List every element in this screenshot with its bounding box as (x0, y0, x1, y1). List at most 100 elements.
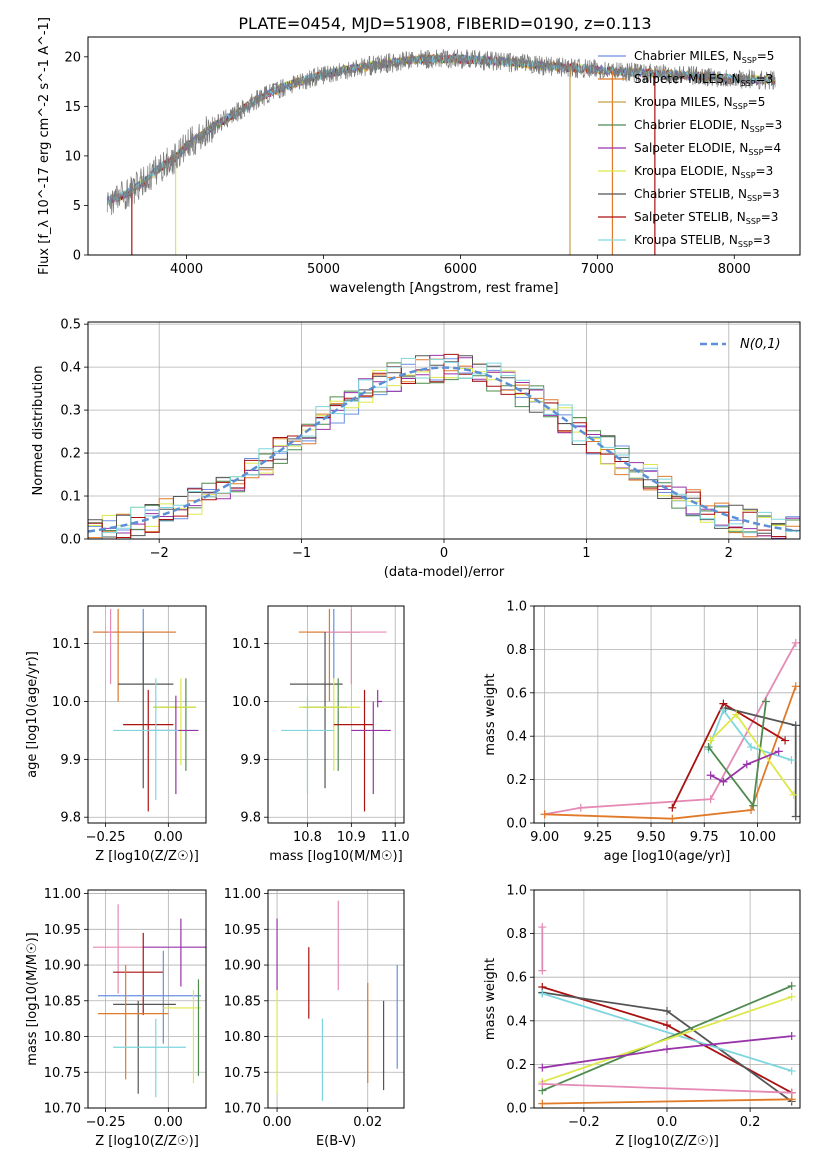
y-tick-label: 10.1 (232, 637, 261, 652)
weight-marker (719, 777, 728, 786)
weight-marker (706, 771, 715, 780)
y-tick-label: 0.2 (506, 1058, 527, 1073)
y-tick-label: 0.0 (506, 1102, 527, 1117)
weight-marker (538, 1080, 547, 1089)
y-tick-label: 10.95 (44, 923, 81, 938)
weight-line (542, 1098, 792, 1105)
x-tick-label: 10.00 (739, 830, 776, 845)
x-axis-label: Z [log10(Z/Z☉)] (95, 849, 199, 864)
legend-label: Kroupa MILES, NSSP=5 (634, 95, 765, 111)
legend-label: Kroupa ELODIE, NSSP=3 (634, 164, 773, 180)
x-tick-label: −2 (150, 546, 169, 561)
weight-marker (706, 795, 715, 804)
y-tick-label: 0.4 (506, 1014, 527, 1029)
y-tick-label: 1.0 (506, 600, 527, 615)
y-tick-label: 10.90 (44, 959, 81, 974)
legend-label: Salpeter MILES, NSSP=3 (634, 72, 773, 88)
axes-frame (87, 321, 801, 540)
weight-marker (538, 966, 547, 975)
y-tick-label: 10.1 (52, 637, 81, 652)
histogram-series (88, 357, 800, 540)
weight-line (710, 750, 780, 783)
y-tick-label: 9.9 (240, 753, 261, 768)
x-tick-label: 5000 (307, 262, 340, 277)
axes-residual-histogram: −2 −1 0 1 2 0.0 0.1 0.2 0.3 0.4 0.5 (data-model)/er… (31, 318, 801, 580)
legend-label: Salpeter STELIB, NSSP=3 (634, 210, 778, 226)
axes-mass-vs-z: −0.25 0.00 10.70 10.75 10.80 10.85 10.90 10.95 1… (25, 887, 207, 1149)
weight-marker (774, 747, 783, 756)
weight-marker (791, 721, 800, 730)
axes-frame (533, 605, 801, 824)
y-tick-label: 0.6 (506, 686, 527, 701)
y-tick-label: 10.95 (224, 923, 261, 938)
weight-marker (706, 736, 715, 745)
x-tick-label: 10.8 (293, 830, 322, 845)
legend-label: Chabrier ELODIE, NSSP=3 (634, 118, 782, 134)
x-tick-label: 6000 (444, 262, 477, 277)
weight-marker (719, 706, 728, 715)
weight-marker (787, 992, 796, 1001)
x-tick-label: 0.00 (154, 830, 183, 845)
y-tick-label: 9.8 (60, 811, 81, 826)
axes-mass-weight-vs-z: −0.2 0.0 0.2 0.0 0.2 0.4 0.6 0.8 1.0 Z [log10(Z/Z… (483, 884, 801, 1149)
x-axis-label: mass [log10(M/M☉)] (269, 849, 402, 864)
weight-line (544, 685, 797, 820)
y-axis-label: Flux [f_λ 10^-17 erg cm^-2 s^-1 A^-1] (37, 17, 52, 275)
axes-frame (87, 605, 207, 824)
y-tick-label: 11.00 (44, 887, 81, 902)
x-tick-label: −0.25 (86, 830, 126, 845)
x-tick-label: 8000 (718, 262, 751, 277)
weight-marker (791, 812, 800, 821)
x-tick-label: 11.0 (381, 830, 410, 845)
y-tick-label: 10.75 (224, 1066, 261, 1081)
x-tick-label: 0.00 (263, 1115, 292, 1130)
y-axis-label: age [log10(age/yr)] (25, 651, 40, 778)
x-tick-label: −0.25 (86, 1115, 126, 1130)
axes-frame (267, 889, 405, 1109)
weight-marker (787, 1095, 796, 1104)
weight-marker (749, 801, 758, 810)
weight-marker (747, 743, 756, 752)
x-axis-label: Z [log10(Z/Z☉)] (95, 1134, 199, 1149)
y-tick-label: 0.2 (506, 773, 527, 788)
legend-label: Chabrier MILES, NSSP=5 (634, 49, 774, 65)
y-tick-label: 10.85 (44, 994, 81, 1009)
y-tick-label: 0.0 (60, 533, 81, 548)
axes-age-vs-mass: 10.8 10.9 11.0 9.8 9.9 10.0 10.1 mass [log10(M/… (232, 605, 410, 864)
axes-mass-vs-e-b-v-: 0.00 0.02 10.70 10.75 10.80 10.85 10.90 10.95 11… (224, 887, 405, 1149)
y-tick-label: 10.0 (232, 695, 261, 710)
y-tick-label: 0.1 (60, 490, 81, 505)
x-axis-label: (data-model)/error (384, 565, 505, 580)
axes-frame (267, 605, 405, 824)
y-tick-label: 20 (64, 50, 81, 65)
y-axis-label: mass weight (483, 958, 498, 1040)
legend-label: Kroupa STELIB, NSSP=3 (634, 233, 771, 249)
x-tick-label: 0.02 (353, 1115, 382, 1130)
x-tick-label: 0.2 (740, 1115, 761, 1130)
weight-marker (540, 810, 549, 819)
figure-title: PLATE=0454, MJD=51908, FIBERID=0190, z=0… (238, 14, 651, 33)
axes-frame (87, 36, 801, 256)
weight-marker (538, 989, 547, 998)
weight-marker (704, 743, 713, 752)
weight-marker (747, 805, 756, 814)
y-tick-label: 10.90 (224, 959, 261, 974)
weight-line (542, 992, 792, 1072)
weight-marker (761, 697, 770, 706)
x-tick-label: 9.00 (530, 830, 559, 845)
weight-marker (538, 923, 547, 932)
y-tick-label: 10.0 (52, 695, 81, 710)
x-tick-label: 7000 (581, 262, 614, 277)
x-tick-label: 10.9 (337, 830, 366, 845)
y-tick-label: 10.70 (224, 1102, 261, 1117)
x-axis-label: E(B-V) (316, 1134, 356, 1149)
y-tick-label: 0.6 (506, 971, 527, 986)
y-tick-label: 0.8 (506, 927, 527, 942)
x-tick-label: 2 (725, 546, 733, 561)
weight-line (542, 995, 792, 1083)
y-tick-label: 9.8 (240, 811, 261, 826)
y-tick-label: 10.85 (224, 994, 261, 1009)
legend-label: N(0,1) (740, 337, 781, 352)
observed-spectrum (106, 48, 776, 216)
